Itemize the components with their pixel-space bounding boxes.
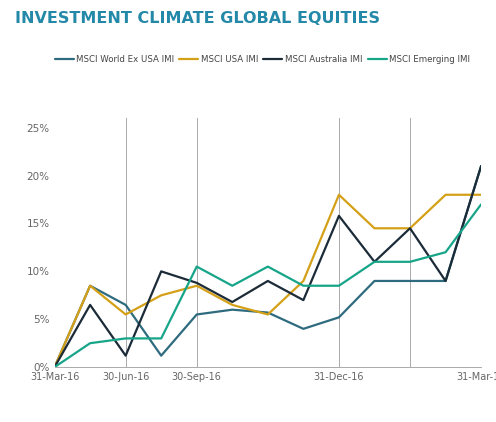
MSCI USA IMI: [442, 192, 448, 197]
MSCI Australia IMI: [301, 298, 307, 303]
MSCI World Ex USA IMI: [87, 283, 93, 288]
MSCI World Ex USA IMI: [52, 365, 58, 370]
MSCI World Ex USA IMI: [301, 326, 307, 331]
MSCI Emerging IMI: [336, 283, 342, 288]
Text: INVESTMENT CLIMATE GLOBAL EQUITIES: INVESTMENT CLIMATE GLOBAL EQUITIES: [15, 11, 380, 26]
MSCI World Ex USA IMI: [478, 163, 484, 168]
MSCI Emerging IMI: [442, 250, 448, 255]
MSCI USA IMI: [301, 279, 307, 284]
MSCI Australia IMI: [265, 279, 271, 284]
MSCI Australia IMI: [478, 163, 484, 168]
MSCI USA IMI: [372, 226, 377, 231]
Legend: MSCI World Ex USA IMI, MSCI USA IMI, MSCI Australia IMI, MSCI Emerging IMI: MSCI World Ex USA IMI, MSCI USA IMI, MSC…: [55, 55, 470, 64]
MSCI World Ex USA IMI: [229, 307, 235, 312]
MSCI USA IMI: [87, 283, 93, 288]
MSCI Emerging IMI: [52, 365, 58, 370]
MSCI Australia IMI: [372, 259, 377, 264]
MSCI USA IMI: [478, 192, 484, 197]
MSCI World Ex USA IMI: [336, 315, 342, 320]
MSCI Emerging IMI: [87, 341, 93, 346]
Line: MSCI Emerging IMI: MSCI Emerging IMI: [55, 204, 481, 367]
MSCI Emerging IMI: [265, 264, 271, 269]
MSCI USA IMI: [52, 365, 58, 370]
MSCI Australia IMI: [442, 279, 448, 284]
MSCI Australia IMI: [229, 300, 235, 305]
MSCI Australia IMI: [123, 353, 128, 358]
MSCI USA IMI: [407, 226, 413, 231]
MSCI Emerging IMI: [158, 336, 164, 341]
MSCI Emerging IMI: [123, 336, 128, 341]
MSCI Australia IMI: [194, 280, 200, 285]
MSCI Australia IMI: [87, 302, 93, 307]
MSCI USA IMI: [194, 283, 200, 288]
Line: MSCI USA IMI: MSCI USA IMI: [55, 195, 481, 367]
MSCI World Ex USA IMI: [123, 302, 128, 307]
MSCI Emerging IMI: [194, 264, 200, 269]
MSCI World Ex USA IMI: [265, 310, 271, 315]
Line: MSCI Australia IMI: MSCI Australia IMI: [55, 166, 481, 367]
MSCI World Ex USA IMI: [442, 279, 448, 284]
MSCI Emerging IMI: [229, 283, 235, 288]
MSCI USA IMI: [158, 293, 164, 298]
MSCI Australia IMI: [158, 269, 164, 274]
MSCI World Ex USA IMI: [372, 279, 377, 284]
MSCI Australia IMI: [407, 226, 413, 231]
MSCI World Ex USA IMI: [158, 353, 164, 358]
Line: MSCI World Ex USA IMI: MSCI World Ex USA IMI: [55, 166, 481, 367]
MSCI Emerging IMI: [478, 202, 484, 207]
MSCI World Ex USA IMI: [194, 312, 200, 317]
MSCI USA IMI: [265, 312, 271, 317]
MSCI Emerging IMI: [301, 283, 307, 288]
MSCI World Ex USA IMI: [407, 279, 413, 284]
MSCI USA IMI: [336, 192, 342, 197]
MSCI Emerging IMI: [407, 259, 413, 264]
MSCI USA IMI: [123, 312, 128, 317]
MSCI Australia IMI: [52, 365, 58, 370]
MSCI Emerging IMI: [372, 259, 377, 264]
MSCI USA IMI: [229, 302, 235, 307]
MSCI Australia IMI: [336, 213, 342, 218]
